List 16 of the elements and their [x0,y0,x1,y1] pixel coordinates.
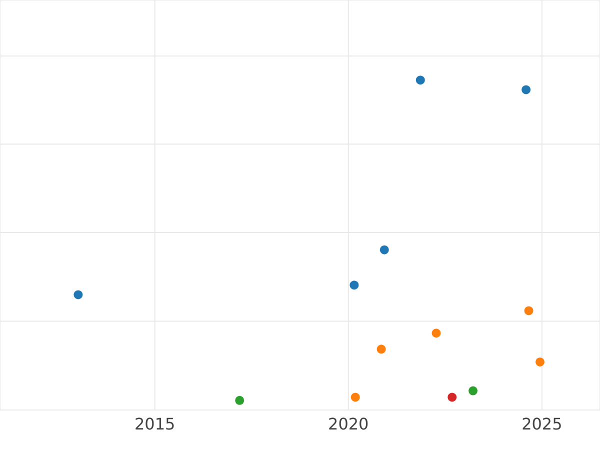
x-tick-label: 2020 [328,414,369,434]
point [350,280,359,290]
point [536,357,544,366]
point [376,344,386,354]
point [235,396,244,405]
point [380,245,389,254]
point [432,328,441,338]
point [448,392,457,402]
point [74,290,83,300]
x-tick-label: 2015 [134,414,176,434]
point [468,386,478,396]
point [350,392,360,402]
x-tick-label: 2025 [522,414,562,434]
point [522,85,531,94]
point [416,76,425,85]
point [524,306,534,316]
